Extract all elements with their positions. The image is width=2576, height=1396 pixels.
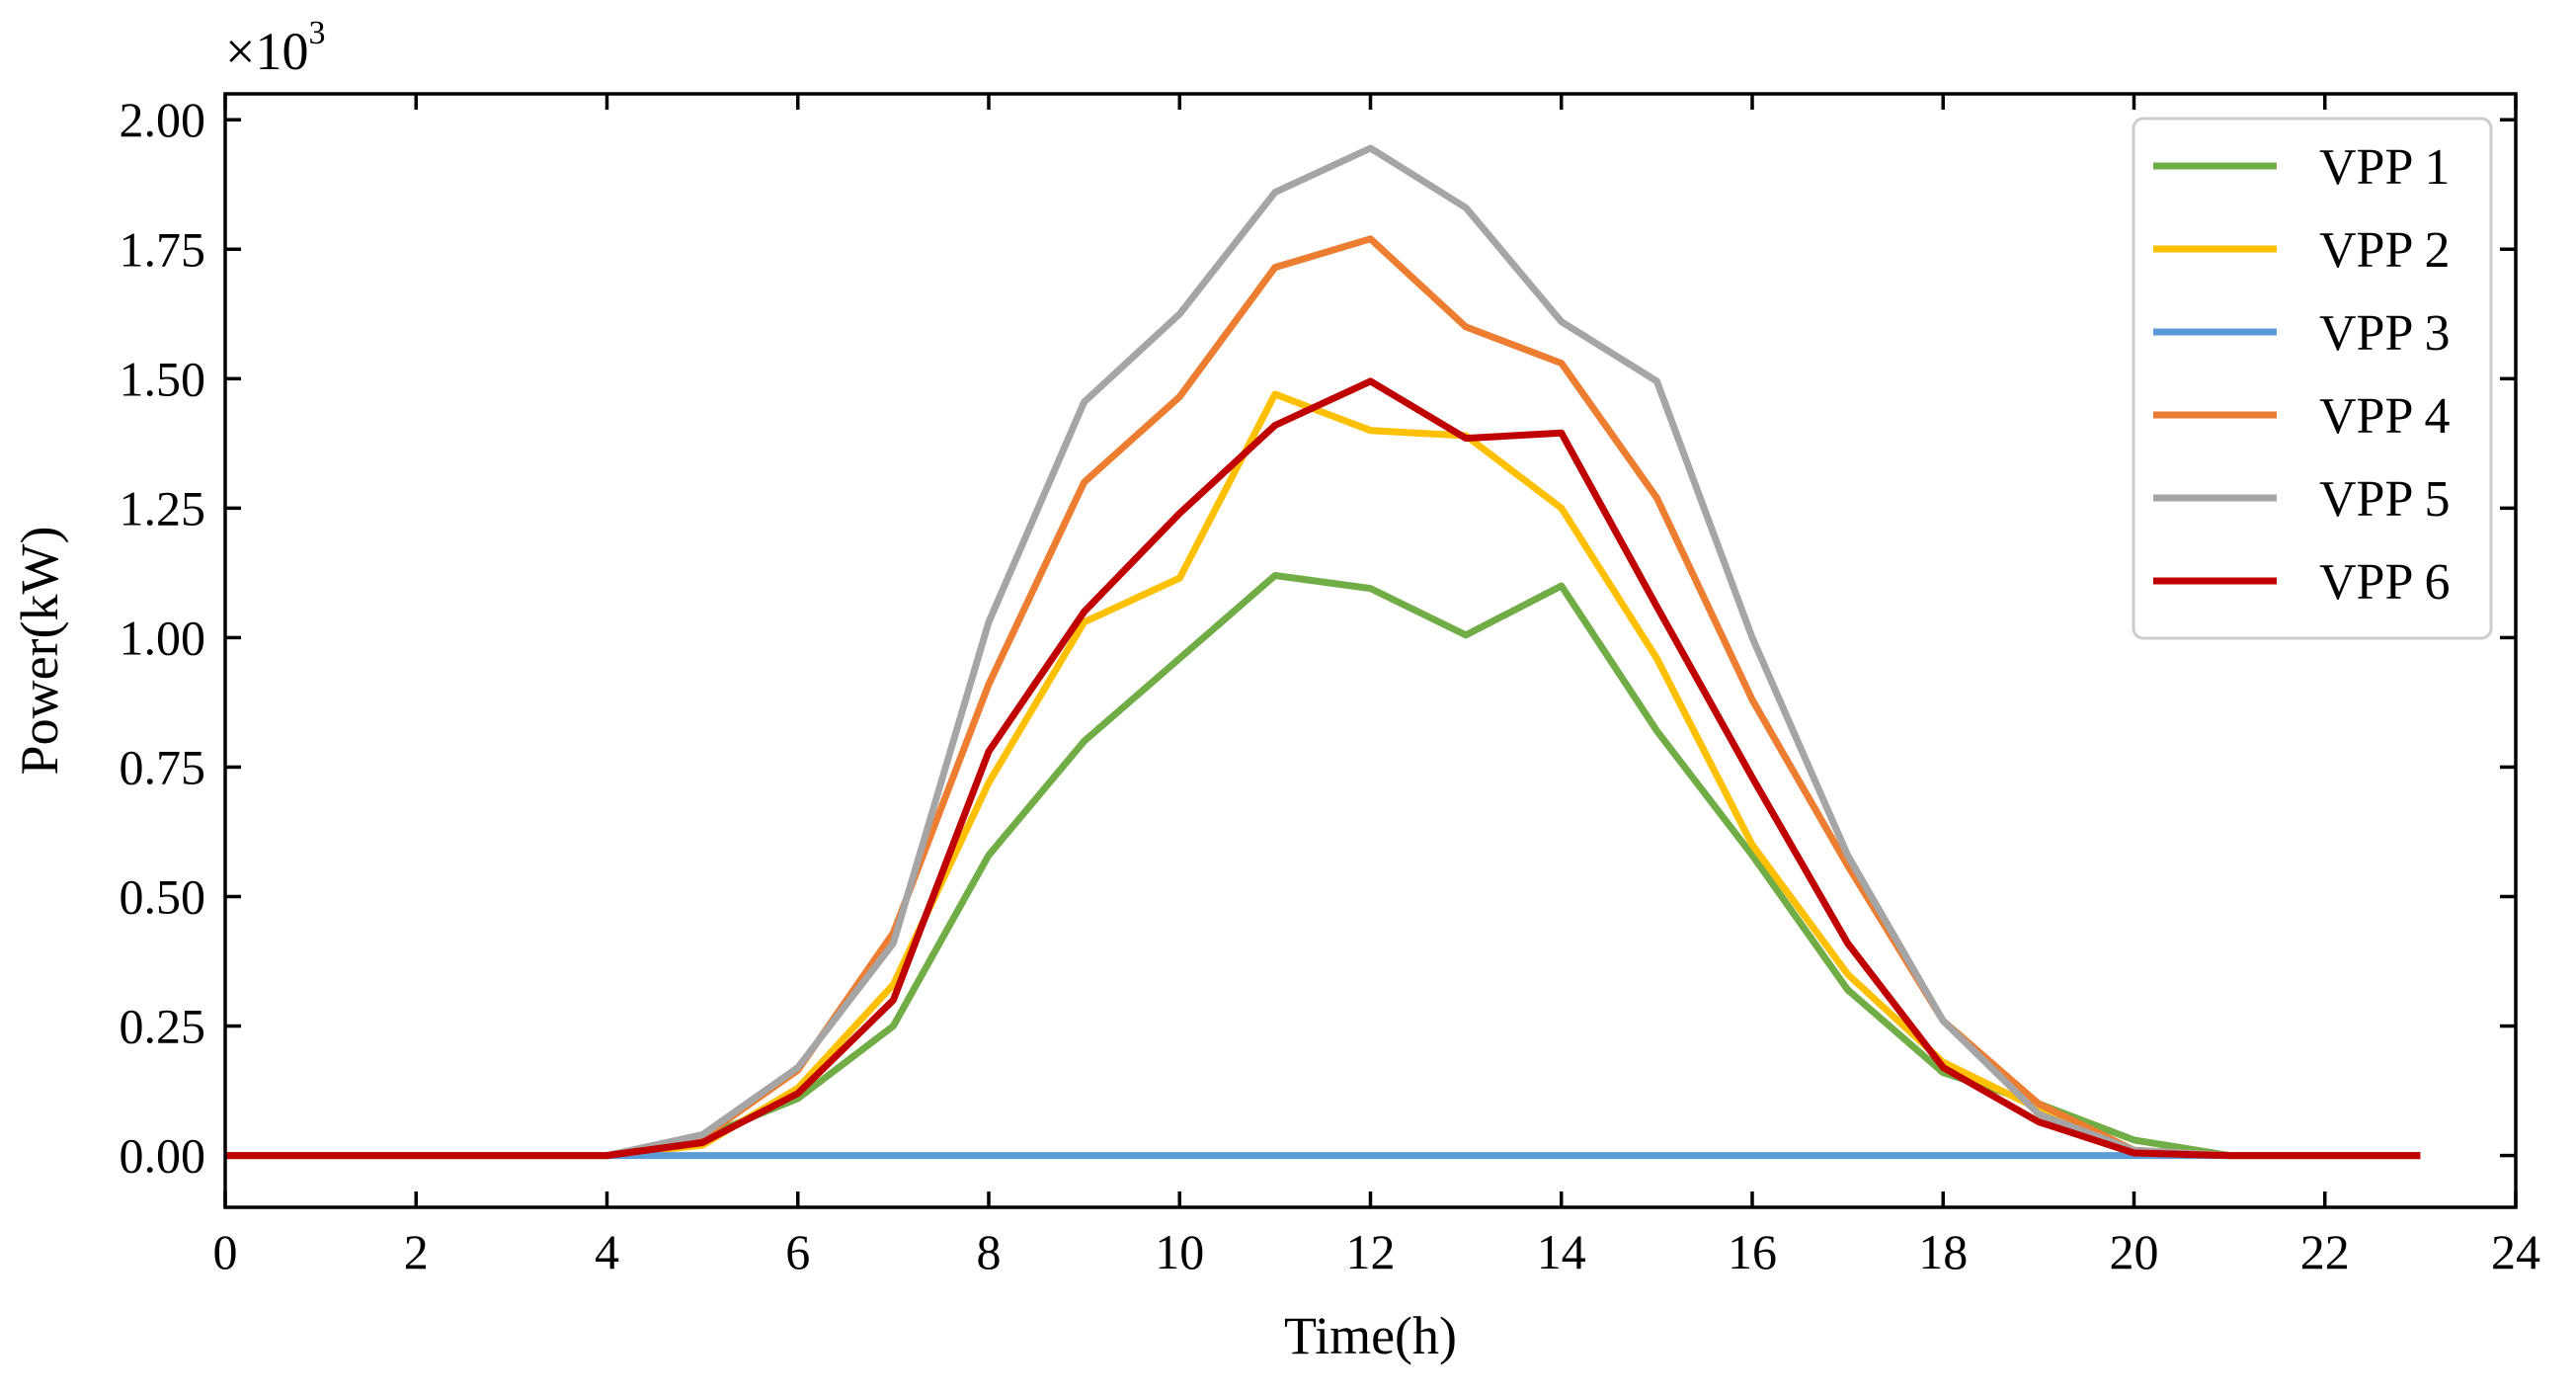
series-line-vpp-5 [225, 144, 2421, 1160]
series-line-vpp-1 [225, 572, 2421, 1160]
legend-label: VPP 6 [2319, 554, 2450, 611]
series-line-vpp-2 [225, 390, 2421, 1160]
x-tick-label: 20 [2110, 1224, 2159, 1279]
plot-frame [223, 92, 2518, 1209]
y-multiplier-base: ×10 [225, 22, 308, 81]
y-tick-label: 2.00 [120, 92, 206, 147]
x-tick-label: 8 [977, 1224, 1002, 1279]
y-tick-label: 1.25 [120, 480, 206, 535]
y-tick-label: 0.25 [120, 999, 206, 1054]
x-tick-label: 6 [785, 1224, 810, 1279]
x-tick-label: 4 [595, 1224, 619, 1279]
x-tick-label: 0 [213, 1224, 238, 1279]
x-axis-ticks: 0 2 4 6 8 10 12 14 16 18 20 22 24 [213, 94, 2540, 1279]
y-tick-label: 1.00 [120, 610, 206, 665]
y-multiplier-exponent: 3 [308, 15, 325, 51]
legend-label: VPP 3 [2319, 305, 2450, 362]
y-tick-label: 0.50 [120, 868, 206, 924]
x-tick-label: 18 [1918, 1224, 1968, 1279]
x-tick-label: 16 [1728, 1224, 1777, 1279]
y-tick-label: 0.00 [120, 1128, 206, 1184]
y-tick-label: 1.75 [120, 221, 206, 277]
x-tick-label: 14 [1537, 1224, 1586, 1279]
x-axis-label: Time(h) [1284, 1306, 1457, 1365]
legend-label: VPP 2 [2319, 222, 2450, 279]
y-tick-label: 0.75 [120, 739, 206, 794]
legend-label: VPP 4 [2319, 388, 2450, 445]
series-line-vpp-6 [225, 377, 2421, 1160]
x-tick-label: 12 [1346, 1224, 1396, 1279]
legend: VPP 1 VPP 2 VPP 3 VPP 4 VPP 5 VPP 6 [2132, 117, 2493, 640]
y-tick-label: 1.50 [120, 351, 206, 406]
series-line-vpp-4 [225, 235, 2421, 1160]
y-axis-ticks: 0.00 0.25 0.50 0.75 1.00 1.25 1.50 1.75 2.00 [120, 92, 2516, 1184]
legend-label: VPP 1 [2319, 139, 2450, 196]
x-tick-label: 22 [2300, 1224, 2350, 1279]
x-tick-label: 24 [2491, 1224, 2540, 1279]
x-tick-label: 10 [1155, 1224, 1204, 1279]
x-tick-label: 2 [404, 1224, 429, 1279]
series-lines [225, 144, 2421, 1160]
legend-label: VPP 5 [2319, 471, 2450, 528]
y-axis-label: Power(kW) [10, 527, 69, 776]
y-axis-multiplier: ×103 [225, 15, 325, 81]
